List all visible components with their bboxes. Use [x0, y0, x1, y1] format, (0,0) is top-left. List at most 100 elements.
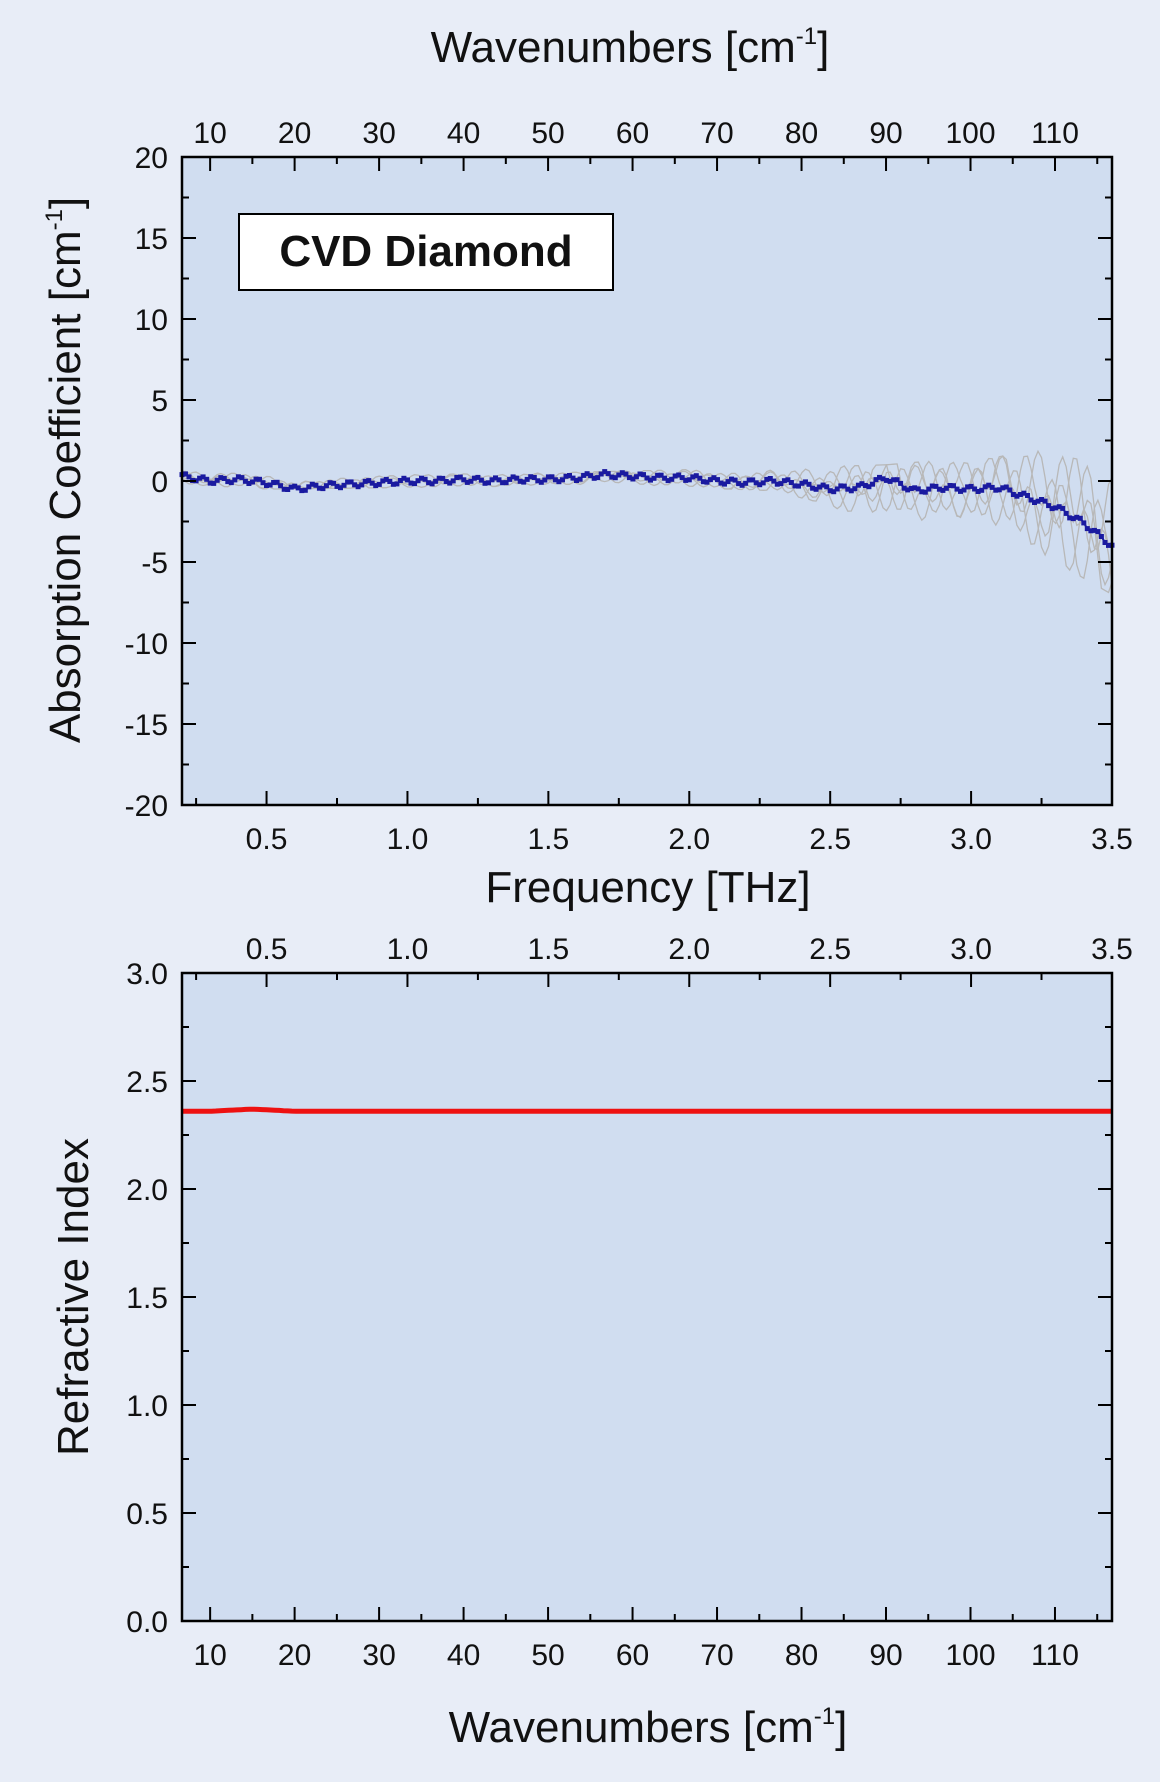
top-tick-label: 0.5 — [246, 933, 288, 966]
absorption-point — [204, 476, 210, 482]
absorption-point — [309, 481, 315, 487]
absorption-point — [320, 486, 326, 492]
absorption-point — [218, 475, 224, 481]
absorption-point — [352, 482, 358, 488]
absorption-point — [306, 484, 312, 490]
absorption-point — [771, 478, 777, 484]
absorption-point — [267, 482, 273, 488]
absorption-point — [679, 475, 685, 481]
absorption-point — [348, 479, 354, 485]
y-tick-label: 10 — [135, 304, 168, 337]
y-tick-label: 3.0 — [126, 958, 168, 991]
absorption-point — [260, 480, 266, 486]
absorption-point — [412, 481, 417, 487]
absorption-mean-series — [179, 469, 1115, 548]
absorption-point — [482, 480, 488, 486]
y-tick-label: 2.0 — [126, 1174, 168, 1207]
absorption-point — [1060, 505, 1066, 511]
absorption-point — [493, 475, 498, 481]
absorption-point — [362, 478, 368, 484]
absorption-run-line — [181, 455, 1113, 572]
absorption-point — [242, 478, 248, 484]
absorption-point — [577, 476, 583, 482]
absorption-point — [1000, 485, 1006, 491]
x-tick-label: 30 — [362, 1639, 395, 1672]
refractive-index-chart: 0.0 0.5 1.0 1.5 2.0 2.5 3.0 10 20 30 40 50 60 70 80 90… — [49, 933, 1133, 1752]
y-tick-label: 1.5 — [126, 1282, 168, 1315]
x-tick-label: 80 — [785, 1639, 818, 1672]
absorption-point — [884, 477, 889, 483]
absorption-point — [767, 476, 773, 481]
absorption-point — [584, 471, 590, 477]
x-tick-label: 1.5 — [528, 823, 570, 856]
absorption-point — [341, 482, 347, 488]
absorption-point — [225, 479, 231, 485]
absorption-point — [239, 475, 245, 481]
y-tick-label: 0.0 — [126, 1606, 168, 1639]
absorption-point — [250, 479, 255, 485]
absorption-point — [429, 481, 435, 487]
absorption-point — [517, 478, 523, 484]
absorption-point — [1077, 515, 1083, 521]
absorption-point — [1106, 542, 1111, 548]
top-tick-label: 70 — [700, 117, 733, 150]
refractive-index-line — [182, 1106, 1112, 1114]
absorption-point — [528, 474, 534, 480]
absorption-point — [486, 480, 491, 486]
absorption-point — [1028, 497, 1034, 503]
absorption-point — [665, 478, 671, 484]
absorption-point — [461, 477, 467, 483]
absorption-point — [887, 478, 893, 484]
absorption-point — [739, 482, 745, 488]
absorption-point — [510, 474, 516, 480]
absorption-point — [405, 477, 410, 483]
absorption-point — [369, 480, 375, 486]
x-tick-label: 3.5 — [1091, 823, 1133, 856]
absorption-point — [376, 481, 382, 487]
absorption-point — [975, 489, 981, 494]
x-tick-label: 90 — [869, 1639, 902, 1672]
absorption-point — [443, 479, 449, 484]
absorption-point — [1032, 500, 1037, 505]
top-tick-label: 100 — [945, 117, 995, 150]
top-tick-label: 30 — [362, 117, 395, 150]
absorption-point — [1098, 534, 1104, 539]
absorption-point — [704, 479, 710, 485]
absorption-point — [686, 477, 692, 483]
absorption-point — [623, 471, 629, 477]
top-tick-label: 1.5 — [527, 933, 569, 966]
absorption-point — [457, 474, 463, 480]
x-tick-label: 50 — [531, 1639, 564, 1672]
absorption-point — [781, 478, 787, 484]
absorption-point — [831, 489, 837, 495]
top-tick-label: 40 — [447, 117, 480, 150]
top-tick-label: 110 — [1031, 117, 1079, 150]
absorption-point — [563, 473, 569, 479]
absorption-point — [729, 476, 734, 482]
absorption-point — [933, 483, 939, 489]
absorption-point — [542, 477, 548, 483]
absorption-point — [848, 488, 854, 494]
y-tick-label: 2.5 — [126, 1066, 168, 1099]
absorption-point — [1049, 506, 1055, 512]
absorption-point — [295, 485, 301, 491]
absorption-point — [1035, 498, 1041, 504]
absorption-point — [1067, 515, 1073, 521]
absorption-point — [852, 486, 858, 492]
absorption-point — [817, 484, 823, 490]
absorption-point — [514, 475, 520, 481]
absorption-point — [264, 483, 269, 488]
y-tick-label: -5 — [141, 547, 168, 580]
absorption-point — [901, 485, 907, 491]
absorption-top-ticks: 10 20 30 40 50 60 70 80 90 100 110 — [193, 117, 1099, 171]
absorption-point — [433, 478, 439, 484]
absorption-point — [760, 480, 766, 486]
absorption-point — [940, 487, 946, 493]
absorption-point — [387, 479, 393, 484]
absorption-point — [697, 475, 703, 481]
absorption-point — [419, 475, 424, 481]
absorption-point — [1095, 529, 1101, 535]
absorption-point — [827, 488, 833, 494]
absorption-point — [401, 475, 407, 481]
absorption-point — [690, 474, 696, 480]
